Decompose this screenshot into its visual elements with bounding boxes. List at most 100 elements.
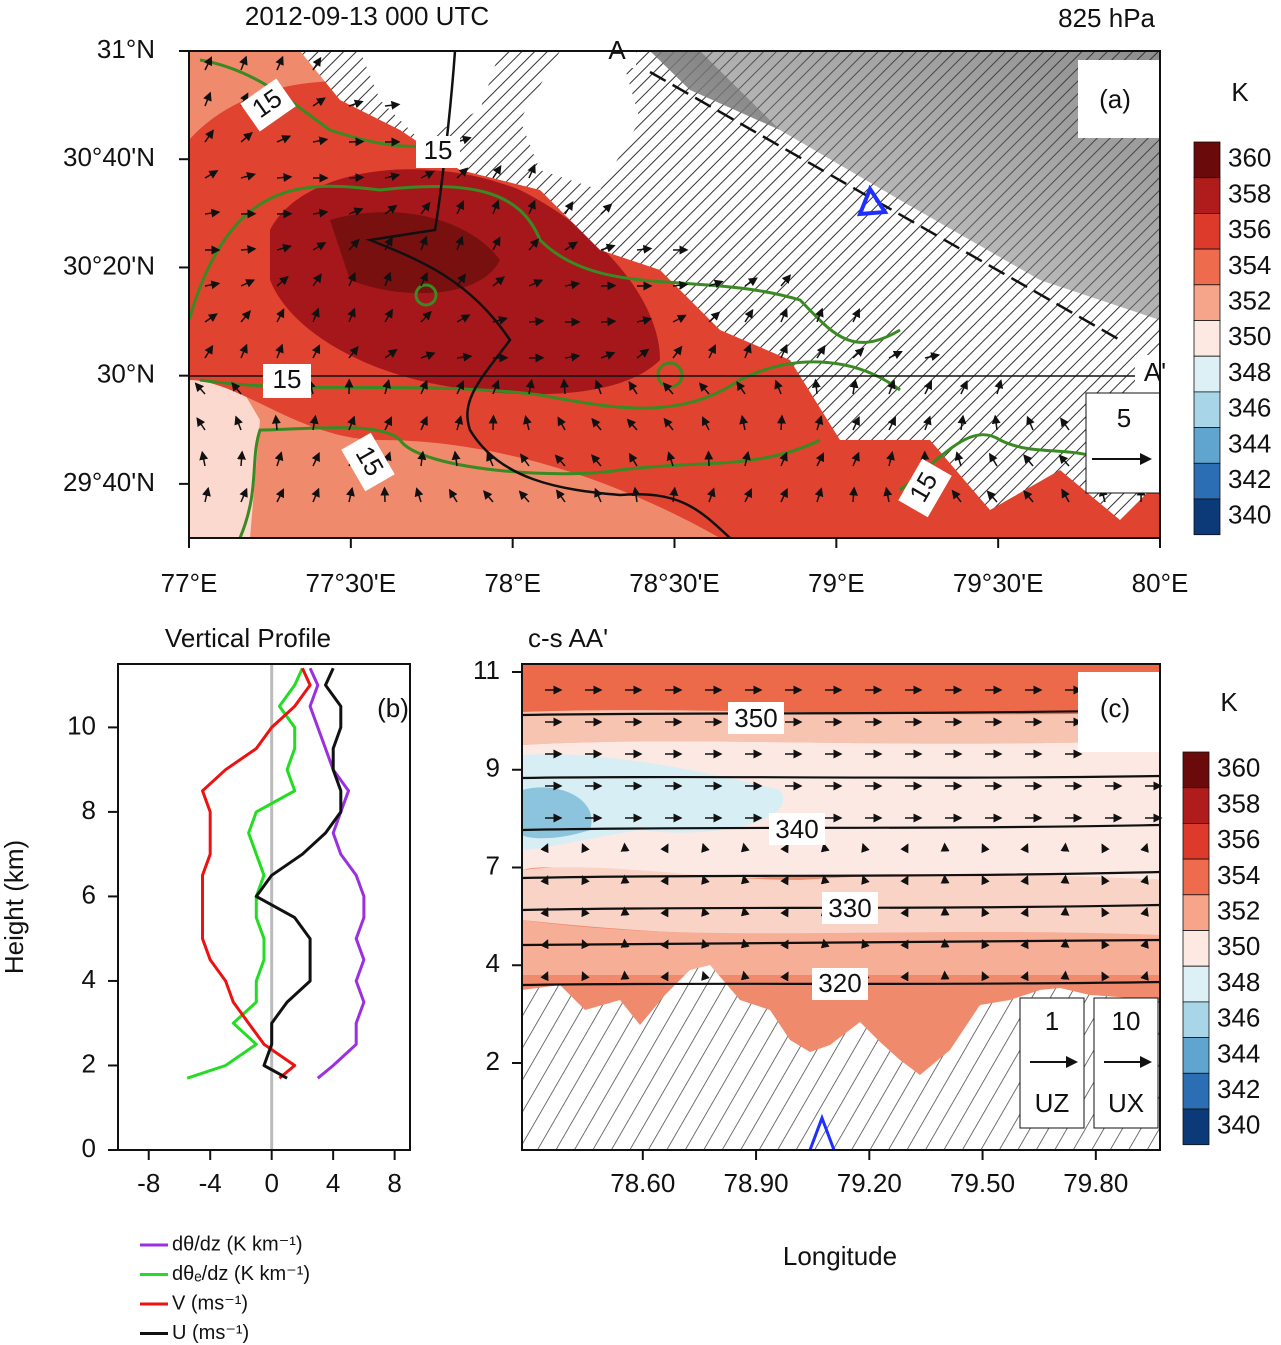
wind-vector <box>347 307 356 323</box>
legend-label: V (ms⁻¹) <box>172 1292 248 1314</box>
x-tick-label: 78.90 <box>724 1168 789 1198</box>
legend-label: dθ/dz (K km⁻¹) <box>172 1233 303 1255</box>
wind-vector <box>780 939 789 950</box>
wind-vector <box>1058 454 1070 467</box>
wind-vector <box>814 487 824 503</box>
wind-vector <box>239 55 248 71</box>
wind-vector <box>454 415 464 431</box>
wind-vector <box>384 204 398 215</box>
wind-vector <box>923 415 932 431</box>
wind-vector <box>347 415 356 431</box>
section-label: A' <box>1144 357 1166 387</box>
wind-vector <box>660 875 669 886</box>
wind-vector <box>525 378 535 395</box>
wind-vector <box>989 452 998 467</box>
y-tick-label: 9 <box>486 753 500 783</box>
chart-title: Vertical Profile <box>165 623 331 653</box>
reference-vector-label: 5 <box>1117 403 1131 433</box>
wind-vector <box>527 199 536 215</box>
wind-vector <box>312 136 329 146</box>
colorbar-title: K <box>1231 77 1249 107</box>
wind-vector <box>1020 971 1029 982</box>
colorbar-label: 360 <box>1217 753 1260 783</box>
wind-vector <box>234 415 243 431</box>
wind-vector <box>774 379 783 395</box>
wind-vector <box>663 417 674 431</box>
x-tick-label: 78°30'E <box>629 568 720 598</box>
colorbar-swatch <box>1182 930 1210 967</box>
wind-vector <box>312 56 322 71</box>
wind-vector <box>900 843 909 854</box>
wind-vector <box>581 875 590 886</box>
wind-vector <box>662 382 674 395</box>
wind-vector <box>820 842 830 853</box>
wind-vector <box>275 343 284 359</box>
x-tick-label: -8 <box>137 1168 160 1198</box>
wind-vector <box>311 487 320 503</box>
plot-frame <box>117 663 411 1151</box>
wind-vector <box>923 380 932 395</box>
panel-label: (c) <box>1100 693 1130 723</box>
wind-vector <box>523 414 532 431</box>
wind-vector <box>581 907 590 918</box>
contour-labels-a: 15 15 15 15 15 A A' (a) 5 <box>240 34 1175 518</box>
wind-vector <box>900 907 909 918</box>
wind-vector <box>492 315 508 325</box>
wind-vector <box>851 308 860 323</box>
wind-vector <box>203 56 212 71</box>
wind-vector <box>1061 488 1070 503</box>
wind-vector <box>1140 906 1149 917</box>
wind-vector <box>704 450 714 467</box>
profile-line <box>186 667 304 1080</box>
contour-label: 15 <box>273 364 302 394</box>
wind-vector <box>581 971 590 982</box>
wind-vector <box>312 97 326 107</box>
wind-vector <box>540 939 549 950</box>
wind-vector <box>231 381 242 395</box>
wind-vector <box>779 488 788 503</box>
wind-vector <box>660 939 669 950</box>
wind-vector <box>660 907 669 918</box>
wind-vector <box>581 843 590 854</box>
contour-label: 350 <box>734 703 777 733</box>
profile-line <box>308 667 366 1080</box>
wind-vector <box>740 938 750 949</box>
wind-vector <box>660 843 669 854</box>
colorbar-swatch <box>1193 248 1221 286</box>
wind-vector <box>564 352 581 362</box>
wind-vector <box>240 171 256 181</box>
x-tick-label: 79.80 <box>1063 1168 1128 1198</box>
wind-vector <box>520 453 530 467</box>
wind-vector <box>951 489 962 503</box>
colorbar-label: 346 <box>1217 1003 1260 1033</box>
wind-vector <box>312 208 329 218</box>
colorbar-label: 356 <box>1228 214 1271 244</box>
colorbar-swatch <box>1182 1072 1210 1110</box>
wind-vector <box>981 907 990 918</box>
wind-vector <box>744 277 758 287</box>
wind-vector <box>419 271 428 287</box>
wind-vector <box>540 971 549 982</box>
wind-vector <box>348 207 364 216</box>
colorbar-title: K <box>1220 687 1238 717</box>
wind-vector <box>981 939 990 950</box>
wind-vector <box>852 347 865 359</box>
y-tick-label: 0 <box>82 1133 96 1163</box>
wind-vector <box>924 352 941 361</box>
wind-vector <box>954 451 964 467</box>
wind-vector <box>672 280 689 290</box>
wind-vector <box>204 280 221 290</box>
wind-vector <box>528 279 544 288</box>
wind-vector <box>455 380 465 395</box>
colorbar-swatch <box>1193 141 1221 179</box>
wind-vector <box>384 100 401 110</box>
wind-vector <box>742 450 751 467</box>
profile-line <box>254 667 343 1080</box>
colorbar-swatch <box>1193 498 1221 536</box>
wind-vector <box>564 241 578 251</box>
y-tick-label: 8 <box>82 795 96 825</box>
wind-vector <box>900 971 909 982</box>
wind-vector <box>814 415 824 431</box>
wind-vector <box>540 907 549 918</box>
